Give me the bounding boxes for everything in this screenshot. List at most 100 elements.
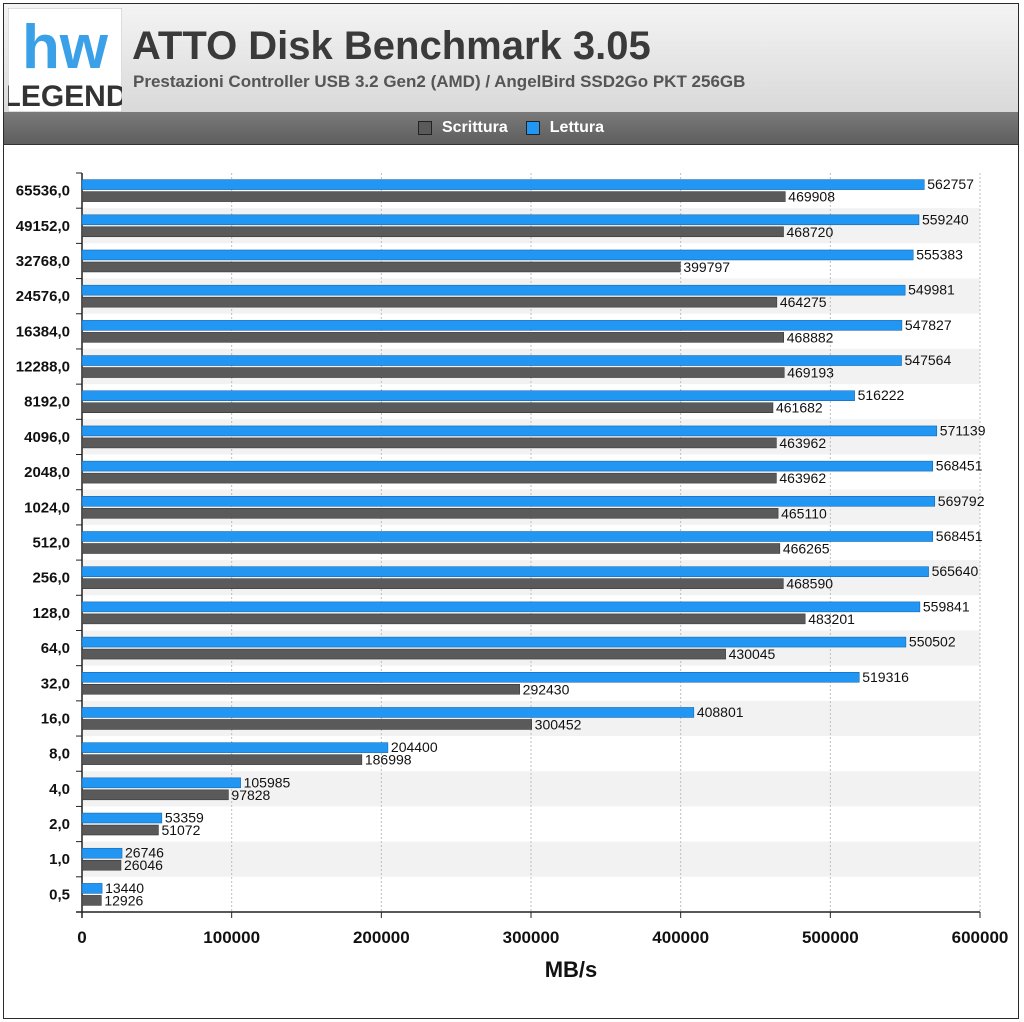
bar-lettura [81, 425, 938, 437]
bar-lettura [81, 777, 241, 789]
row-band [82, 278, 980, 314]
data-label-scrittura: 430045 [729, 646, 776, 662]
bar-scrittura [81, 754, 363, 765]
data-label-scrittura: 464275 [780, 294, 827, 310]
data-label-lettura: 555383 [916, 246, 963, 262]
legend-swatch-lettura [525, 121, 540, 135]
data-label-lettura: 53359 [165, 810, 204, 826]
bar-lettura [81, 847, 123, 859]
y-tick-label: 8,0 [49, 746, 70, 763]
x-tick-label: 600000 [952, 928, 1009, 947]
bar-scrittura [81, 437, 777, 449]
data-label-lettura: 549981 [908, 282, 955, 298]
bar-scrittura [81, 226, 784, 238]
y-tick-label: 12288,0 [16, 359, 70, 376]
legend-item-scrittura: Scrittura [417, 119, 508, 137]
data-label-scrittura: 292430 [523, 681, 570, 697]
legend-bar: Scrittura Lettura [4, 112, 1018, 145]
data-label-scrittura: 468882 [787, 329, 834, 345]
bar-scrittura [81, 789, 229, 801]
data-label-lettura: 547564 [905, 352, 952, 368]
bar-scrittura [81, 296, 778, 308]
bar-scrittura [81, 648, 726, 660]
y-tick-label: 1,0 [49, 851, 70, 868]
bar-scrittura [81, 508, 779, 519]
bar-lettura [81, 601, 921, 613]
y-tick-label: 4,0 [49, 781, 70, 798]
bar-lettura [81, 355, 902, 366]
svg-text:LEGEND: LEGEND [8, 80, 122, 112]
data-label-scrittura: 468590 [786, 576, 833, 592]
x-tick-label: 400000 [652, 928, 709, 947]
x-tick-label: 500000 [802, 928, 859, 947]
bar-scrittura [81, 719, 532, 730]
bar-lettura [81, 390, 855, 401]
data-label-lettura: 568451 [936, 528, 983, 544]
bar-lettura [81, 812, 163, 824]
bar-lettura [81, 707, 695, 718]
chart-header: hw LEGEND ATTO Disk Benchmark 3.05 Prest… [4, 4, 1018, 113]
data-label-lettura: 562757 [927, 176, 974, 192]
y-tick-label: 32768,0 [16, 253, 70, 270]
y-tick-label: 8192,0 [24, 394, 70, 411]
data-label-lettura: 13440 [105, 880, 144, 896]
bar-scrittura [81, 332, 785, 343]
bar-scrittura [81, 261, 681, 273]
y-tick-label: 16,0 [41, 710, 70, 727]
bar-lettura [81, 496, 936, 507]
y-tick-label: 4096,0 [24, 429, 70, 446]
bar-lettura [81, 531, 934, 542]
data-label-lettura: 547827 [905, 317, 952, 333]
chart-title: ATTO Disk Benchmark 3.05 [132, 24, 651, 68]
data-label-lettura: 519316 [862, 669, 909, 685]
chart-subtitle: Prestazioni Controller USB 3.2 Gen2 (AMD… [133, 72, 746, 91]
y-tick-label: 512,0 [32, 535, 70, 552]
legend-label-lettura: Lettura [549, 119, 605, 136]
y-tick-label: 65536,0 [16, 183, 70, 200]
data-label-scrittura: 97828 [231, 787, 270, 803]
bar-scrittura [81, 191, 786, 202]
x-tick-label: 300000 [503, 928, 560, 947]
legend-item-lettura: Lettura [525, 119, 605, 137]
y-tick-label: 128,0 [32, 605, 70, 622]
y-tick-label: 24576,0 [16, 288, 70, 305]
data-label-scrittura: 469908 [788, 189, 835, 205]
data-label-lettura: 26746 [125, 845, 164, 861]
data-label-lettura: 569792 [938, 493, 985, 509]
data-label-scrittura: 26046 [124, 857, 163, 873]
data-label-scrittura: 12926 [104, 892, 143, 908]
data-label-lettura: 568451 [936, 458, 983, 474]
legend-swatch-scrittura [417, 121, 432, 135]
bar-scrittura [81, 367, 785, 378]
data-label-scrittura: 469193 [787, 365, 834, 381]
bar-lettura [81, 672, 860, 683]
bar-scrittura [81, 402, 774, 413]
bar-lettura [81, 742, 389, 753]
bar-scrittura [81, 543, 781, 554]
bar-scrittura [81, 824, 159, 836]
data-label-lettura: 516222 [858, 387, 905, 403]
data-label-scrittura: 465110 [781, 505, 827, 521]
y-tick-label: 256,0 [32, 570, 70, 587]
data-label-scrittura: 399797 [683, 259, 730, 275]
bar-scrittura [81, 859, 122, 871]
row-band [82, 806, 980, 842]
bar-lettura [81, 179, 925, 190]
data-label-lettura: 550502 [909, 634, 956, 650]
data-label-scrittura: 483201 [808, 611, 855, 627]
data-label-scrittura: 186998 [365, 752, 412, 768]
data-label-lettura: 571139 [940, 422, 986, 438]
hwlegend-logo: hw LEGEND [8, 8, 122, 112]
data-label-lettura: 559240 [922, 211, 969, 227]
row-band [82, 313, 980, 349]
legend-label-scrittura: Scrittura [441, 119, 508, 136]
bar-scrittura [81, 472, 777, 484]
y-tick-label: 2,0 [49, 816, 70, 833]
y-tick-label: 49152,0 [16, 218, 70, 235]
data-label-scrittura: 300452 [535, 716, 582, 732]
bar-scrittura [81, 684, 520, 695]
y-tick-label: 32,0 [41, 675, 70, 692]
bar-lettura [81, 214, 920, 226]
y-tick-label: 0,5 [49, 886, 70, 903]
